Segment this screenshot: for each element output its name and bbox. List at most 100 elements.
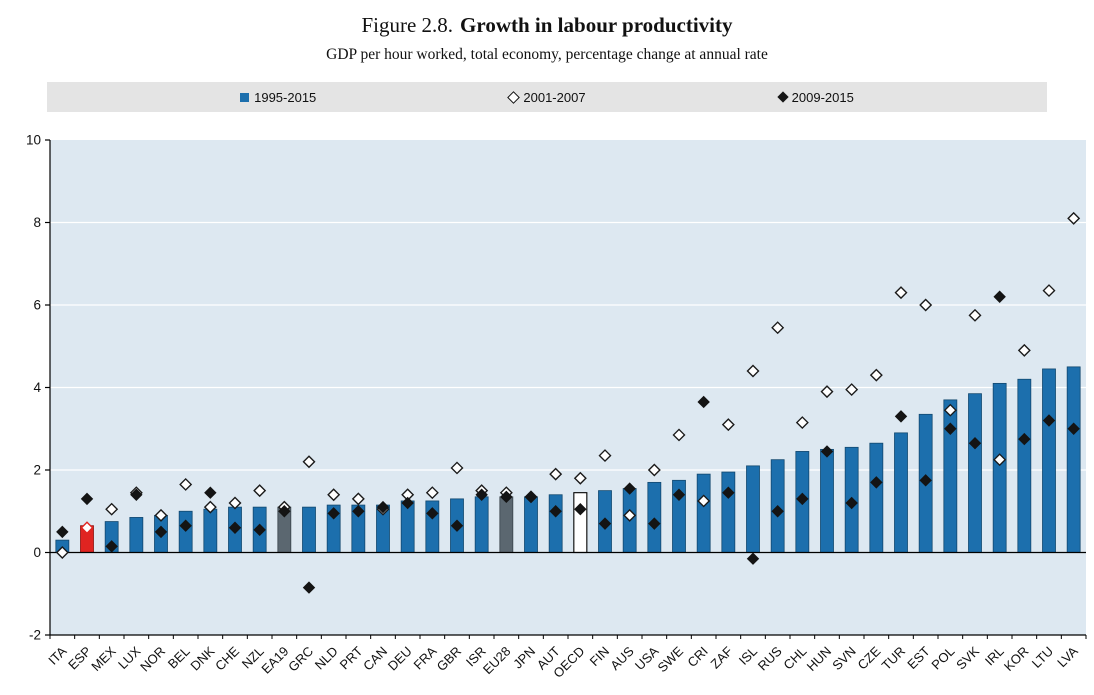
- filled-diamond-EST: [919, 474, 932, 487]
- filled-diamond-POL: [944, 422, 957, 435]
- x-tick-label-DEU: DEU: [385, 644, 415, 674]
- open-diamond-ESP: [80, 521, 94, 535]
- filled-diamond-USA: [648, 517, 661, 530]
- filled-diamond-JPN: [524, 490, 538, 504]
- filled-diamond-OECD: [574, 502, 587, 516]
- x-tick-label-CHL: CHL: [780, 644, 809, 673]
- x-tick-label-SWE: SWE: [655, 643, 687, 675]
- figure-subtitle: GDP per hour worked, total economy, perc…: [326, 46, 768, 63]
- filled-diamond-PRT: [352, 505, 365, 518]
- open-diamond-SWE: [672, 428, 686, 442]
- x-tick-label-EU28: EU28: [480, 644, 514, 678]
- x-tick-label-GRC: GRC: [285, 644, 316, 675]
- open-diamond-KOR: [1017, 343, 1031, 357]
- y-tick-label-8: 8: [33, 215, 41, 230]
- open-diamond-POL: [943, 403, 957, 417]
- filled-diamond-EA19: [278, 505, 291, 518]
- y-tick-label-10: 10: [26, 133, 41, 148]
- bar-ZAF: [721, 471, 736, 553]
- figure-number: Figure 2.8.: [361, 13, 454, 37]
- bar-GRC: [302, 506, 316, 553]
- open-diamond-NZL: [253, 484, 267, 498]
- filled-diamond-EU28: [500, 490, 513, 504]
- x-tick-label-CRI: CRI: [684, 644, 710, 670]
- diamond-filled-icon: [777, 91, 789, 103]
- x-tick-label-HUN: HUN: [804, 644, 835, 675]
- filled-diamond-ZAF: [722, 486, 735, 499]
- open-diamond-BEL: [179, 477, 193, 491]
- x-tick-label-LTU: LTU: [1029, 644, 1056, 671]
- x-tick-label-SVK: SVK: [953, 643, 982, 672]
- open-diamond-NLD: [327, 488, 341, 502]
- x-tick-label-MEX: MEX: [88, 643, 119, 674]
- x-tick-label-AUS: AUS: [607, 643, 637, 673]
- open-diamond-USA: [647, 463, 661, 477]
- x-tick-label-KOR: KOR: [1001, 644, 1032, 675]
- bar-DNK: [203, 508, 218, 553]
- filled-diamond-MEX: [105, 540, 118, 553]
- bar-OECD: [573, 492, 588, 554]
- bar-ISL: [746, 465, 760, 553]
- diamond-open-icon: [507, 90, 521, 104]
- x-tick-label-EA19: EA19: [258, 644, 291, 677]
- open-diamond-SVN: [845, 383, 859, 397]
- bar-IRL: [992, 382, 1007, 553]
- open-diamond-GRC: [302, 455, 316, 469]
- legend-item-1995-2015: 1995-2015: [240, 90, 316, 105]
- bar-CZE: [869, 442, 884, 553]
- bar-SVK: [968, 393, 982, 553]
- bar-ISR: [474, 496, 489, 553]
- open-diamond-LVA: [1067, 211, 1081, 225]
- filled-diamond-ESP: [80, 492, 94, 506]
- chart-legend: 1995-2015 2001-2007 2009-2015: [47, 82, 1047, 112]
- bar-TUR: [894, 432, 908, 553]
- filled-diamond-HUN: [820, 445, 834, 458]
- filled-diamond-DEU: [401, 496, 414, 510]
- open-diamond-EST: [919, 298, 933, 312]
- x-tick-label-FRA: FRA: [410, 643, 439, 672]
- filled-diamond-SVK: [968, 436, 982, 450]
- open-diamond-FIN: [598, 449, 612, 463]
- filled-diamond-ISL: [746, 552, 760, 565]
- bar-EU28: [499, 496, 514, 553]
- square-icon: [240, 92, 250, 102]
- bar-LTU: [1042, 368, 1056, 553]
- x-tick-label-TUR: TUR: [879, 644, 908, 673]
- legend-label: 1995-2015: [254, 89, 317, 105]
- productivity-chart: -20246810ITAESPMEXLUXNORBELDNKCHENZLEA19…: [26, 133, 1087, 681]
- filled-diamond-KOR: [1018, 432, 1031, 446]
- figure-title-text: Growth in labour productivity: [460, 13, 733, 37]
- open-diamond-AUS: [623, 508, 637, 522]
- filled-diamond-TUR: [894, 410, 908, 423]
- legend-label: 2001-2007: [523, 89, 586, 105]
- filled-diamond-FIN: [598, 517, 612, 530]
- x-tick-label-RUS: RUS: [755, 643, 785, 673]
- filled-diamond-SVN: [845, 496, 858, 510]
- x-tick-label-ZAF: ZAF: [707, 643, 735, 671]
- open-diamond-DNK: [203, 500, 217, 514]
- open-diamond-CRI: [697, 494, 711, 508]
- open-diamond-IRL: [993, 453, 1007, 467]
- filled-diamond-CAN: [376, 500, 390, 514]
- open-diamond-FRA: [425, 486, 439, 500]
- open-diamond-ISL: [746, 364, 760, 378]
- open-diamond-SVK: [968, 308, 982, 322]
- filled-diamond-NOR: [154, 525, 168, 539]
- open-diamond-CZE: [869, 368, 883, 382]
- x-tick-label-LUX: LUX: [115, 643, 144, 672]
- open-diamond-CHE: [228, 496, 242, 510]
- open-diamond-TUR: [894, 286, 908, 300]
- open-diamond-HUN: [820, 385, 834, 399]
- open-diamond-RUS: [771, 321, 785, 335]
- bar-AUT: [548, 494, 563, 553]
- x-tick-label-LVA: LVA: [1054, 643, 1081, 670]
- open-diamond-AUT: [549, 467, 563, 481]
- bar-KOR: [1017, 378, 1032, 553]
- bar-JPN: [524, 496, 538, 553]
- filled-diamond-AUS: [623, 482, 636, 495]
- bar-LUX: [129, 517, 144, 553]
- y-tick-label-4: 4: [33, 380, 41, 395]
- filled-diamond-DNK: [204, 486, 217, 499]
- x-tick-label-EST: EST: [904, 643, 933, 672]
